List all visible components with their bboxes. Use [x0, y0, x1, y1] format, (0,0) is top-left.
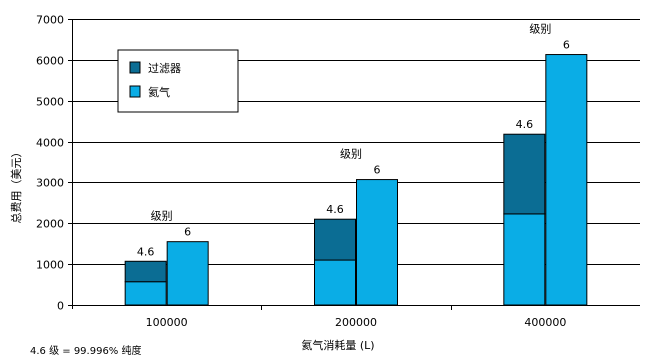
y-tick-label: 1000: [36, 259, 64, 272]
x-tick-label: 400000: [524, 316, 566, 329]
legend-swatch-filter: [129, 61, 141, 74]
bar-helium: [356, 179, 398, 306]
bar-grade-label: 6: [563, 39, 570, 52]
bar-helium: [545, 54, 588, 306]
y-tick-label: 3000: [36, 177, 64, 190]
bar-segment-helium: [314, 259, 356, 306]
y-tick-label: 7000: [36, 14, 64, 27]
bar-grade-label: 4.6: [516, 118, 534, 131]
bar-helium: [166, 241, 209, 306]
y-tick-label: 5000: [36, 96, 64, 109]
bar-segment-helium: [124, 281, 167, 306]
group-label: 级别: [529, 23, 551, 36]
bars: 4.6 6 级别 4.6 6 级别 4.6 6 级别: [124, 23, 588, 306]
legend-label-filter: 过滤器: [148, 62, 181, 75]
y-tick-label: 2000: [36, 218, 64, 231]
x-axis-label: 氦气消耗量 (L): [301, 338, 374, 352]
y-tick-label: 4000: [36, 137, 64, 150]
group-label: 级别: [151, 210, 173, 223]
bar-grade-label: 4.6: [137, 245, 155, 258]
x-tick-label: 100000: [146, 316, 188, 329]
legend-box: [117, 49, 239, 113]
legend: 过滤器 氦气: [117, 49, 239, 113]
bar-grade-label: 4.6: [326, 203, 344, 216]
y-tick-label: 0: [57, 300, 64, 313]
y-axis-label: 总费用（美元）: [9, 147, 23, 224]
bar-grade-label: 6: [374, 164, 381, 177]
footnote: 4.6 级 = 99.996% 纯度: [30, 344, 142, 356]
x-tick-label: 200000: [335, 316, 377, 329]
bar-grade-label: 6: [184, 226, 191, 239]
bar-segment-filter: [314, 218, 356, 261]
group-label: 级别: [340, 148, 362, 161]
bar-segment-helium: [503, 213, 546, 306]
bar-segment-filter: [503, 133, 546, 215]
axes: 0 1000 2000 3000 4000 5000 6000 7000 100000 20000…: [36, 14, 566, 330]
bar-segment-filter: [124, 260, 167, 283]
y-tick-label: 6000: [36, 55, 64, 68]
legend-label-helium: 氦气: [148, 85, 170, 99]
legend-swatch-helium: [129, 85, 141, 98]
